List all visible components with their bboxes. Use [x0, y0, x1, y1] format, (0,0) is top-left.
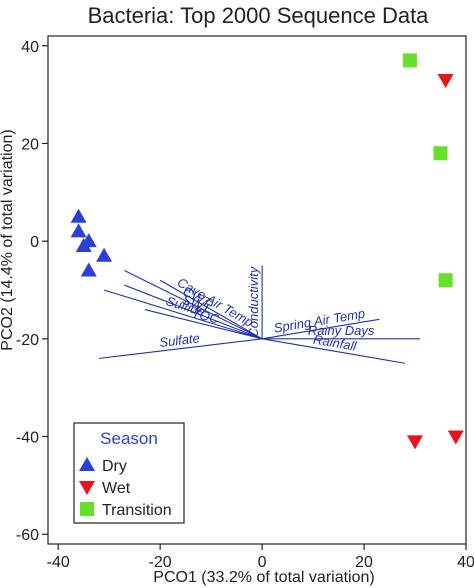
vector-label-toc: TOC [191, 305, 222, 326]
x-tick-label: -20 [149, 554, 172, 571]
legend-marker-transition [80, 502, 94, 516]
point-transition [402, 53, 417, 68]
vector-toc [144, 309, 263, 340]
point-wet [447, 430, 464, 445]
point-transition [438, 273, 453, 288]
point-dry [75, 238, 92, 253]
point-wet [407, 435, 424, 450]
x-tick-label: 20 [355, 554, 373, 571]
sample-points [70, 53, 464, 450]
x-tick-label: 0 [258, 554, 267, 571]
legend-marker-wet [79, 481, 95, 495]
plot-frame [47, 35, 467, 545]
y-tick-label: -40 [16, 430, 39, 447]
y-tick-label: -60 [16, 527, 39, 544]
vector-label-rainfall: Rainfall [312, 332, 358, 354]
x-axis: -40 -20 0 20 40 [47, 544, 474, 571]
y-axis: -60 -40 -20 0 20 40 [16, 39, 48, 544]
chart-title: Bacteria: Top 2000 Sequence Data [88, 3, 430, 28]
vector-label-conductivity: Conductivity [246, 265, 261, 337]
legend-title: Season [100, 429, 158, 448]
point-wet [437, 73, 454, 88]
legend-label-transition: Transition [102, 502, 172, 519]
x-tick-label: -40 [47, 554, 70, 571]
legend-label-wet: Wet [102, 480, 131, 497]
vector-rainfall [262, 338, 405, 364]
vector-label-sulfate: Sulfate [159, 330, 201, 350]
vector-sulfate [98, 338, 263, 359]
vector-swt [124, 284, 263, 340]
point-transition [433, 146, 448, 161]
vector-label-rainy-days: Rainy Days [308, 323, 375, 338]
legend-label-dry: Dry [102, 458, 127, 475]
legend: Season Dry Wet Transition [73, 422, 185, 524]
x-axis-label: PCO1 (33.2% of total variation) [153, 569, 374, 586]
point-dry [96, 247, 113, 262]
vector-sulfide [103, 289, 263, 340]
point-dry [70, 208, 87, 223]
y-tick-label: 40 [21, 39, 39, 56]
y-axis-label: PCO2 (14.4% of total variation) [0, 129, 16, 350]
y-tick-label: 0 [30, 234, 39, 251]
x-tick-label: 40 [457, 554, 474, 571]
vector-cave-air-temp [159, 279, 263, 340]
y-tick-label: 20 [21, 136, 39, 153]
point-dry [80, 262, 97, 277]
y-tick-label: -20 [16, 332, 39, 349]
vector-cwt [124, 269, 263, 340]
point-dry [70, 223, 87, 238]
vector-spring-air-temp [262, 318, 380, 340]
legend-marker-dry [79, 457, 95, 471]
